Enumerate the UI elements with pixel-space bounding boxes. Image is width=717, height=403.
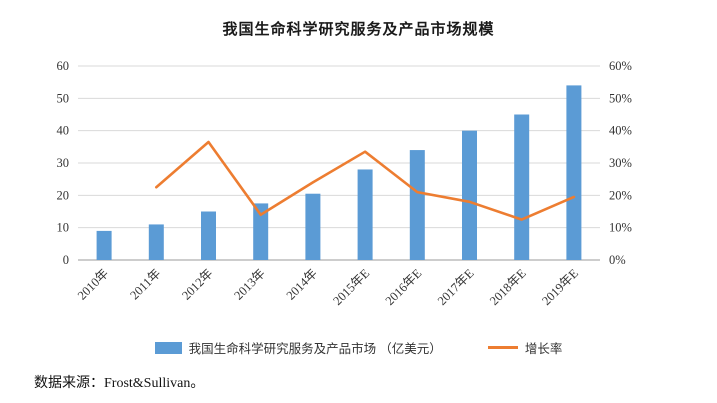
line-series-swatch bbox=[487, 346, 518, 349]
left-axis-tick: 0 bbox=[63, 253, 69, 267]
x-axis-label: 2019年E bbox=[539, 266, 581, 308]
growth-line bbox=[155, 140, 576, 221]
right-axis-tick: 20% bbox=[609, 188, 632, 202]
bar bbox=[201, 211, 216, 260]
bar bbox=[148, 224, 164, 260]
left-axis-tick: 20 bbox=[57, 188, 70, 202]
x-axis-label: 2015年E bbox=[330, 266, 372, 308]
left-axis-tick: 40 bbox=[57, 124, 70, 138]
bar bbox=[357, 169, 373, 260]
x-axis-label: 2018年E bbox=[487, 266, 529, 308]
left-axis-tick: 10 bbox=[57, 221, 70, 235]
bar bbox=[514, 114, 530, 260]
right-axis-tick: 0% bbox=[609, 253, 626, 267]
bar-series-swatch bbox=[154, 341, 182, 354]
right-axis-tick: 50% bbox=[609, 91, 632, 105]
chart-svg: 0 0% 10 10% 20 20% 30 30% 40 40% 50 50% 60 60% 2010年 20… bbox=[57, 59, 632, 308]
legend-item-line: 增长率 bbox=[487, 338, 563, 357]
x-axis-label: 2012年 bbox=[179, 266, 215, 302]
x-axis-label: 2016年E bbox=[383, 266, 425, 308]
bar bbox=[253, 203, 269, 260]
left-axis-tick: 50 bbox=[57, 91, 70, 105]
x-axis-label: 2010年 bbox=[75, 266, 111, 302]
data-source-note: 数据来源：Frost&Sullivan。 bbox=[34, 376, 205, 391]
left-axis-tick: 60 bbox=[57, 59, 70, 73]
bar-series-label: 我国生命科学研究服务及产品市场 （亿美元） bbox=[188, 342, 442, 356]
bar bbox=[462, 130, 477, 260]
right-axis-tick: 60% bbox=[609, 59, 632, 73]
left-axis-tick: 30 bbox=[57, 156, 70, 170]
chart-legend: 我国生命科学研究服务及产品市场 （亿美元） 增长率 bbox=[0, 338, 717, 357]
x-axis-label: 2011年 bbox=[127, 266, 163, 302]
right-axis-tick: 30% bbox=[609, 156, 632, 170]
bar bbox=[305, 193, 321, 260]
bar bbox=[96, 230, 112, 260]
chart-title: 我国生命科学研究服务及产品市场规模 bbox=[222, 20, 495, 38]
legend-item-bar: 我国生命科学研究服务及产品市场 （亿美元） bbox=[154, 338, 442, 357]
right-axis-tick: 40% bbox=[609, 124, 632, 138]
chart-area: 0 0% 10 10% 20 20% 30 30% 40 40% 50 50% 60 60% 2010年 20… bbox=[0, 48, 717, 333]
bar bbox=[566, 85, 582, 261]
line-series-label: 增长率 bbox=[524, 342, 563, 356]
x-axis-label: 2014年 bbox=[284, 266, 320, 302]
x-axis-label: 2013年 bbox=[231, 266, 267, 302]
right-axis-tick: 10% bbox=[609, 221, 632, 235]
x-axis-label: 2017年E bbox=[435, 266, 477, 308]
bar bbox=[409, 150, 425, 260]
